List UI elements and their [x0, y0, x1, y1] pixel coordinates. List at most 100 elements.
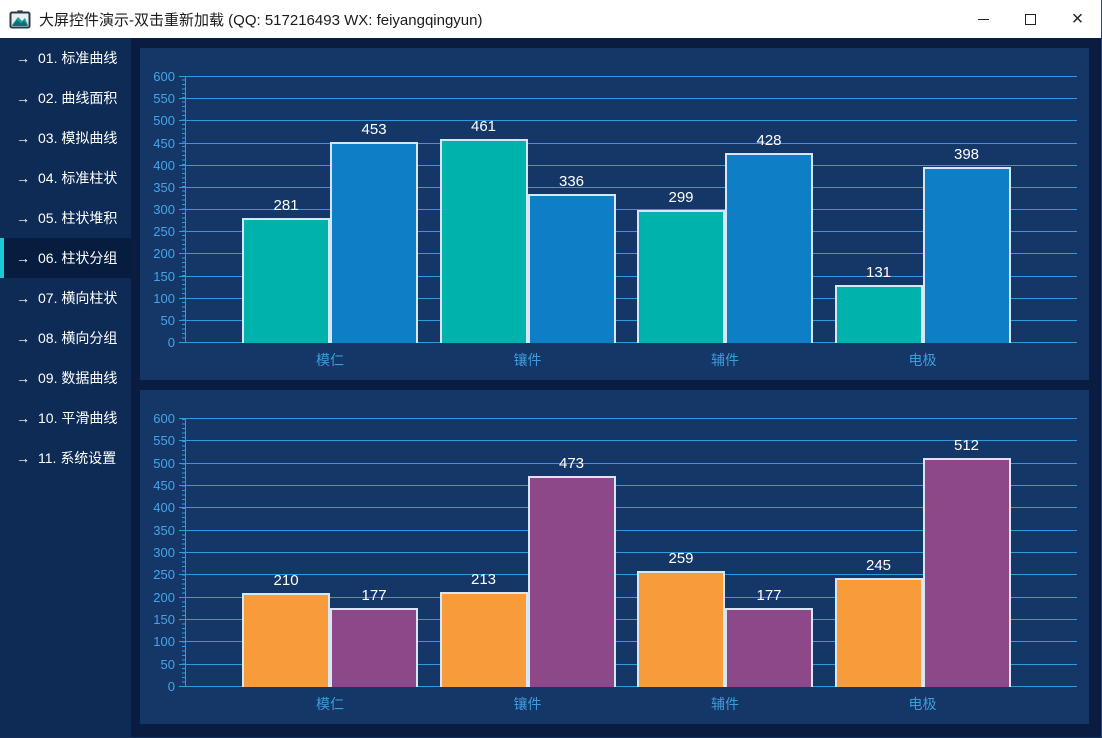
titlebar[interactable]: 大屏控件演示-双击重新加载 (QQ: 517216493 WX: feiyang… [0, 0, 1101, 38]
gridline [185, 142, 1077, 144]
y-tick-label: 200 [153, 246, 175, 262]
sidebar-item-06[interactable]: → 06. 柱状分组 [0, 238, 131, 278]
sidebar-item-03[interactable]: → 03. 模拟曲线 [0, 118, 131, 158]
y-axis-tick [179, 596, 185, 598]
y-axis-tick [179, 342, 185, 343]
sidebar-item-label: 03. 模拟曲线 [38, 130, 118, 146]
gridline [185, 686, 1077, 687]
sidebar-item-label: 10. 平滑曲线 [38, 410, 118, 426]
gridline [185, 98, 1077, 100]
bar-chart1-series2-group2 [527, 194, 616, 343]
sidebar-item-08[interactable]: → 08. 横向分组 [0, 318, 131, 358]
sidebar-item-label: 01. 标准曲线 [38, 50, 118, 66]
gridline [185, 120, 1077, 122]
sidebar-item-01[interactable]: → 01. 标准曲线 [0, 38, 131, 78]
category-label: 模仁 [316, 352, 345, 368]
bar-value-label: 299 [668, 189, 694, 207]
y-axis-tick [179, 275, 185, 277]
y-tick-label: 600 [153, 411, 175, 426]
gridline [185, 507, 1077, 509]
sidebar-item-07[interactable]: → 07. 横向柱状 [0, 278, 131, 318]
arrow-icon: → [16, 50, 30, 66]
bar-chart1-series1-group3 [637, 210, 726, 343]
y-axis-minor-ticks [182, 77, 185, 343]
y-tick-label: 250 [153, 224, 175, 240]
minimize-button[interactable] [960, 0, 1007, 38]
sidebar-item-label: 11. 系统设置 [38, 450, 117, 466]
category-label: 镶件 [513, 352, 542, 368]
gridline [185, 596, 1077, 598]
gridline [185, 663, 1077, 665]
bar-value-label: 131 [865, 263, 892, 281]
arrow-icon: → [16, 330, 30, 346]
close-icon: × [1071, 8, 1084, 30]
category-label: 电极 [908, 696, 937, 712]
y-axis-tick [179, 76, 185, 77]
y-axis-tick [179, 418, 185, 419]
sidebar-item-label: 06. 柱状分组 [38, 250, 118, 266]
y-axis-tick [179, 440, 185, 442]
bar-value-label: 336 [559, 173, 585, 191]
sidebar-item-label: 02. 曲线面积 [38, 90, 118, 106]
y-tick-label: 100 [153, 290, 175, 306]
sidebar-item-label: 04. 标准柱状 [38, 170, 118, 186]
bar-chart1-series1-group1 [242, 218, 331, 343]
bar-chart1-series2-group1 [330, 142, 419, 343]
arrow-icon: → [16, 90, 30, 106]
y-tick-label: 150 [153, 612, 175, 627]
gridline [185, 275, 1077, 277]
close-button[interactable]: × [1054, 0, 1101, 38]
y-axis-tick [179, 529, 185, 531]
window-controls: × [960, 0, 1101, 38]
sidebar-item-02[interactable]: → 02. 曲线面积 [0, 78, 131, 118]
y-tick-label: 500 [153, 113, 175, 129]
sidebar-item-05[interactable]: → 05. 柱状堆积 [0, 198, 131, 238]
y-tick-label: 450 [153, 135, 175, 151]
y-axis-tick [179, 231, 185, 233]
bar-value-label: 428 [756, 132, 782, 150]
bar-chart2-series1-group1 [242, 593, 331, 687]
gridline [185, 418, 1077, 419]
y-axis-tick [179, 186, 185, 188]
y-tick-label: 0 [167, 679, 175, 694]
y-tick-label: 600 [153, 69, 175, 84]
sidebar-item-10[interactable]: → 10. 平滑曲线 [0, 398, 131, 438]
y-tick-label: 350 [153, 179, 175, 195]
sidebar-item-04[interactable]: → 04. 标准柱状 [0, 158, 131, 198]
y-tick-label: 450 [153, 478, 175, 493]
gridline [185, 342, 1077, 343]
y-tick-label: 400 [153, 500, 175, 516]
y-axis-tick [179, 663, 185, 665]
plot-area-bottom: 0 50 100 150 200 250 300 350 400 450 500 550 600 210 1… [153, 411, 1077, 712]
gridline [185, 529, 1077, 531]
arrow-icon: → [16, 170, 30, 186]
y-axis-tick [179, 552, 185, 553]
bar-value-label: 473 [559, 454, 585, 472]
arrow-icon: → [16, 370, 30, 386]
category-label: 镶件 [513, 696, 542, 712]
sidebar-item-09[interactable]: → 09. 数据曲线 [0, 358, 131, 398]
bar-value-label: 259 [668, 550, 694, 568]
y-axis-tick [179, 209, 185, 210]
bar-value-label: 245 [865, 556, 892, 574]
y-axis-tick [179, 253, 185, 255]
y-tick-label: 500 [153, 455, 175, 471]
y-tick-label: 300 [153, 545, 175, 560]
gridline [185, 231, 1077, 233]
maximize-button[interactable] [1007, 0, 1054, 38]
arrow-icon: → [16, 210, 30, 226]
y-tick-label: 100 [153, 634, 175, 650]
bar-value-label: 177 [756, 586, 782, 604]
bar-value-label: 461 [471, 117, 497, 135]
minimize-icon [978, 18, 989, 20]
bar-value-label: 453 [361, 121, 387, 139]
gridline [185, 574, 1077, 576]
y-tick-label: 300 [153, 202, 175, 217]
sidebar-item-11[interactable]: → 11. 系统设置 [0, 438, 131, 478]
bar-chart2-series2-group4 [922, 458, 1011, 687]
y-axis-tick [179, 142, 185, 144]
sidebar-item-label: 08. 横向分组 [38, 330, 118, 346]
y-axis-tick [179, 319, 185, 321]
gridline [185, 552, 1077, 553]
sidebar: → 01. 标准曲线 → 02. 曲线面积 → 03. 模拟曲线 → 04. 标准柱状 → 05.… [0, 38, 131, 737]
